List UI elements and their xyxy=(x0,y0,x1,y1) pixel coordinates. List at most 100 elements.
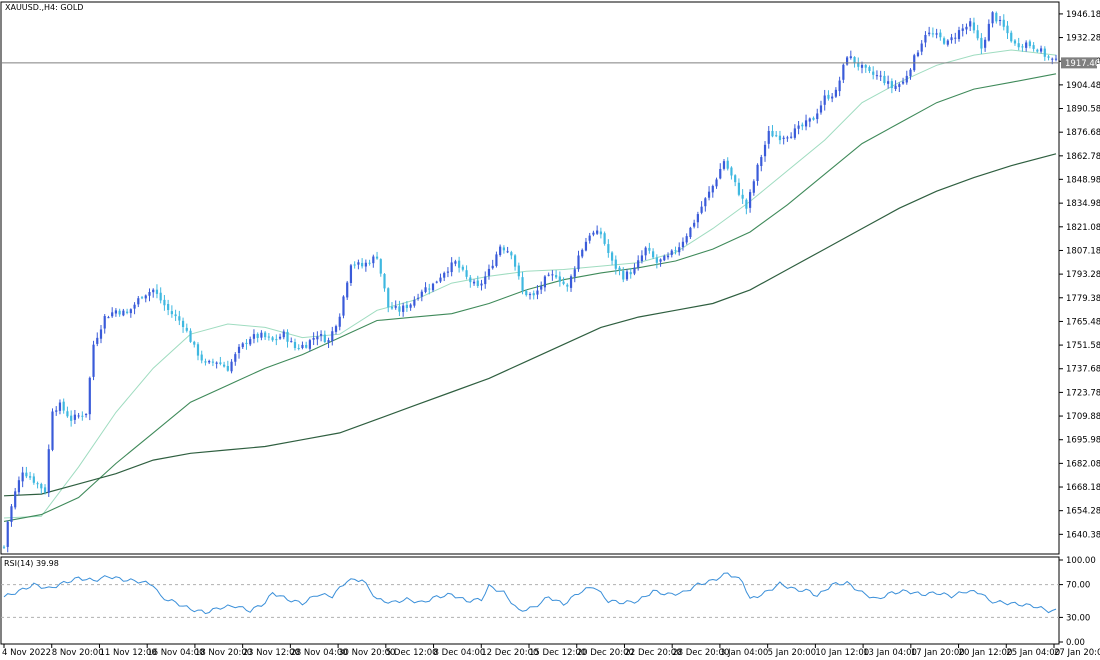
time-tick-label: 5 Jan 20:00 xyxy=(768,648,816,658)
candle-body xyxy=(32,476,35,483)
candle-body xyxy=(599,231,602,235)
candle-body xyxy=(879,75,882,77)
candle-body xyxy=(782,137,785,139)
candle-body xyxy=(622,270,625,280)
candle-body xyxy=(357,262,360,265)
candle-body xyxy=(301,344,304,348)
candle-body xyxy=(707,191,711,198)
candle-body xyxy=(476,280,479,286)
candle-body xyxy=(245,342,248,345)
candle-body xyxy=(801,124,804,127)
candle-body xyxy=(92,344,95,377)
candle-body xyxy=(293,341,297,349)
candle-body xyxy=(1021,46,1024,48)
price-tick-label: 1890.58 xyxy=(1066,105,1100,115)
price-tick-label: 1807.18 xyxy=(1066,246,1100,256)
candle-body xyxy=(372,256,375,264)
candle-body xyxy=(368,262,371,264)
candle-body xyxy=(458,260,461,268)
candle-body xyxy=(264,332,267,338)
main-chart-frame[interactable] xyxy=(0,1,1060,555)
candle-body xyxy=(155,289,159,294)
time-tick-label: 30 Nov 20:00 xyxy=(338,648,395,658)
time-tick-label: 10 Jan 12:00 xyxy=(815,648,869,658)
candle-body xyxy=(70,415,73,421)
candle-body xyxy=(704,198,707,207)
candle-body xyxy=(566,284,569,287)
candle-body xyxy=(678,247,681,253)
rsi-tick-label: 100.00 xyxy=(1066,556,1096,566)
candle-body xyxy=(793,128,796,138)
time-tick-label: 11 Nov 12:00 xyxy=(99,648,156,658)
candle-body xyxy=(767,130,770,144)
candle-body xyxy=(1054,58,1058,60)
candle-body xyxy=(931,33,934,35)
candle-body xyxy=(222,364,226,367)
candle-body xyxy=(726,160,729,169)
candle-body xyxy=(562,281,565,284)
candle-body xyxy=(10,506,13,522)
candle-body xyxy=(909,69,912,77)
candle-body xyxy=(894,85,897,89)
candle-body xyxy=(241,343,244,348)
price-tick-label: 1737.68 xyxy=(1066,365,1100,375)
candle-body xyxy=(495,254,498,266)
candle-body xyxy=(655,257,658,263)
candle-body xyxy=(99,329,103,339)
candle-body xyxy=(517,265,520,277)
candle-body xyxy=(144,295,147,299)
candle-body xyxy=(756,164,759,181)
candle-body xyxy=(972,22,976,31)
candle-body xyxy=(402,305,405,312)
candle-body xyxy=(469,277,472,283)
candle-body xyxy=(935,33,938,35)
time-tick-label: 8 Nov 20:00 xyxy=(52,648,104,658)
candle-body xyxy=(133,304,136,309)
candle-body xyxy=(271,337,274,341)
candle-body xyxy=(387,288,390,308)
rsi-panel-frame[interactable] xyxy=(0,556,1060,645)
price-tick-label: 1932.28 xyxy=(1066,34,1100,44)
candle-body xyxy=(323,334,326,342)
candle-body xyxy=(36,483,39,485)
candle-body xyxy=(961,28,964,31)
candle-body xyxy=(644,247,647,256)
candle-body xyxy=(107,317,110,319)
time-tick-label: 27 Jan 20:00 xyxy=(1054,648,1100,658)
candle-body xyxy=(991,12,994,24)
candle-body xyxy=(506,251,509,253)
time-tick-label: 12 Dec 20:00 xyxy=(481,648,538,658)
candle-body xyxy=(663,256,666,261)
candle-body xyxy=(860,64,864,68)
candle-body xyxy=(346,282,349,298)
candle-body xyxy=(1025,42,1028,48)
candle-body xyxy=(331,331,334,341)
price-tick-label: 1723.78 xyxy=(1066,388,1100,398)
candle-body xyxy=(752,181,755,193)
candle-body xyxy=(81,415,84,417)
candle-body xyxy=(984,39,987,48)
time-tick-label: 25 Jan 04:00 xyxy=(1006,648,1060,658)
candle-body xyxy=(226,365,229,371)
price-tick-label: 1834.98 xyxy=(1066,199,1100,209)
candle-body xyxy=(887,81,890,84)
candle-body xyxy=(1043,48,1046,57)
candle-body xyxy=(252,334,256,339)
candle-body xyxy=(1047,56,1050,58)
candle-body xyxy=(1010,32,1013,42)
current-price-label: 1917.40 xyxy=(1065,59,1100,69)
candle-body xyxy=(901,81,905,84)
candle-body xyxy=(111,312,114,317)
candle-body xyxy=(137,298,140,305)
candle-body xyxy=(267,336,270,338)
candle-body xyxy=(513,255,517,267)
candle-body xyxy=(510,252,513,256)
candle-body xyxy=(760,157,763,167)
candle-body xyxy=(737,182,741,195)
candle-body xyxy=(1032,45,1035,49)
rsi-tick-label: 30.00 xyxy=(1066,613,1090,623)
candle-body xyxy=(555,275,558,278)
candle-body xyxy=(73,414,76,420)
